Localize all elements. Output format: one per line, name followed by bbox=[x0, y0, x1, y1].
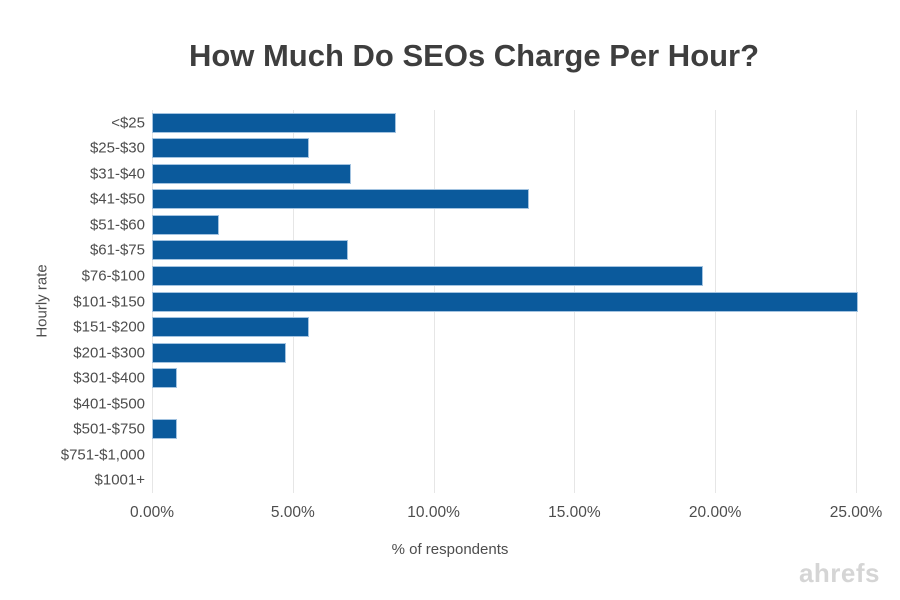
x-axis-tick-label: 25.00% bbox=[829, 504, 883, 521]
bar bbox=[152, 112, 397, 133]
x-axis-tick-label: 0.00% bbox=[130, 504, 174, 521]
y-axis-category-label: $76-$100 bbox=[81, 267, 145, 285]
plot-area bbox=[152, 110, 858, 493]
y-axis-category-label: $151-$200 bbox=[73, 318, 145, 336]
y-axis-labels: <$25 $25-$30 $31-$40 $41-$50 $51-$60 $61-$75 $… bbox=[0, 110, 145, 493]
y-axis-category-label: $201-$300 bbox=[73, 344, 145, 362]
y-axis-category-label: $501-$750 bbox=[73, 420, 145, 438]
y-axis-category-label: $401-$500 bbox=[73, 395, 145, 413]
bar bbox=[152, 214, 219, 235]
x-axis-title: % of respondents bbox=[391, 541, 509, 558]
bar bbox=[152, 138, 309, 159]
x-axis-labels: 0.00% 5.00% 10.00% 15.00% 20.00% 25.00% bbox=[130, 493, 882, 523]
x-axis-tick-label: 10.00% bbox=[407, 504, 460, 521]
bar bbox=[152, 265, 704, 286]
bar bbox=[152, 189, 529, 210]
y-axis-category-label: $1001+ bbox=[94, 471, 145, 489]
bar bbox=[152, 342, 287, 363]
y-axis-category-label: $41-$50 bbox=[89, 190, 145, 208]
y-axis-category-label: $25-$30 bbox=[89, 139, 145, 157]
bar bbox=[152, 317, 309, 338]
chart-title: How Much Do SEOs Charge Per Hour? bbox=[188, 38, 760, 73]
bar bbox=[152, 368, 177, 389]
x-axis-tick-label: 5.00% bbox=[270, 504, 315, 521]
x-axis-tick-label: 15.00% bbox=[548, 504, 601, 521]
ahrefs-logo: ahrefs bbox=[798, 558, 880, 588]
x-axis-tick-label: 20.00% bbox=[688, 504, 742, 521]
bar bbox=[152, 163, 352, 184]
bar bbox=[152, 240, 349, 261]
y-axis-category-label: $751-$1,000 bbox=[60, 446, 145, 464]
y-axis-category-label: $51-$60 bbox=[89, 216, 145, 234]
bar bbox=[152, 419, 177, 440]
y-axis-category-label: $301-$400 bbox=[73, 369, 145, 387]
y-axis-category-label: $31-$40 bbox=[89, 165, 145, 183]
y-axis-category-label: <$25 bbox=[111, 114, 145, 132]
bar bbox=[152, 291, 858, 312]
y-axis-category-label: $61-$75 bbox=[89, 241, 145, 259]
y-axis-category-label: $101-$150 bbox=[73, 293, 145, 310]
